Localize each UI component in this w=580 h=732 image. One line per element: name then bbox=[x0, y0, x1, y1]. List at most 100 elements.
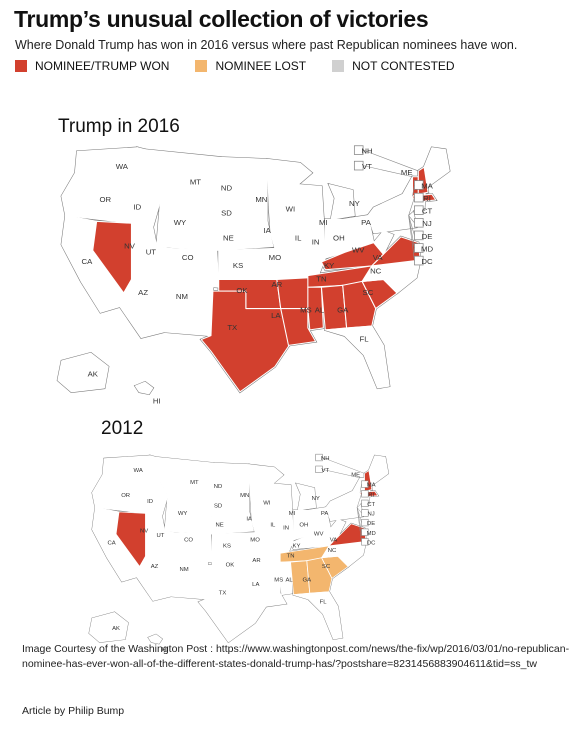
state-label-tx: TX bbox=[227, 323, 237, 332]
small-state-box-vt bbox=[315, 465, 323, 473]
state-mi bbox=[328, 183, 355, 220]
legend-item-won: NOMINEE/TRUMP WON bbox=[15, 59, 169, 73]
state-label-tn: TN bbox=[287, 554, 295, 560]
legend-swatch-won bbox=[15, 60, 27, 72]
map-2012: WA OR CA ID NV MT WY UT AZ ND SD NE CO KS NM OK TX MN IA MO… bbox=[82, 448, 400, 663]
state-label-ks: KS bbox=[223, 543, 231, 549]
legend-swatch-lost bbox=[195, 60, 208, 72]
leader-line bbox=[408, 209, 415, 216]
state-label-ca: CA bbox=[107, 540, 115, 546]
state-label-nv: NV bbox=[124, 241, 136, 250]
us-state-map: WA OR CA ID NV MT WY UT AZ ND SD NE CO KS NM OK TX MN IA MO… bbox=[88, 453, 390, 653]
small-state-box-nh bbox=[315, 453, 323, 462]
leader-line bbox=[412, 184, 415, 197]
state-label-ga: GA bbox=[337, 305, 349, 314]
state-label-ny: NY bbox=[312, 496, 320, 502]
state-la bbox=[280, 308, 317, 346]
state-label-la: LA bbox=[252, 582, 259, 588]
state-label-mi: MI bbox=[319, 218, 328, 227]
state-wa bbox=[102, 455, 152, 483]
state-label-wy: WY bbox=[178, 511, 188, 517]
state-ms bbox=[279, 561, 293, 596]
state-label-nc: NC bbox=[370, 267, 382, 276]
leader-line bbox=[322, 469, 361, 479]
state-label-ne: NE bbox=[215, 523, 223, 529]
state-label-wv: WV bbox=[352, 245, 365, 254]
state-label-sc: SC bbox=[322, 564, 331, 570]
state-mi bbox=[296, 483, 317, 511]
state-label-nv: NV bbox=[140, 529, 148, 535]
leader-line bbox=[356, 493, 362, 508]
leader-line bbox=[408, 215, 415, 236]
state-tx bbox=[198, 564, 268, 643]
state-label-mt: MT bbox=[190, 178, 201, 187]
state-me bbox=[368, 455, 389, 486]
state-me bbox=[423, 147, 450, 187]
state-label-in: IN bbox=[312, 238, 320, 247]
state-label-mn: MN bbox=[240, 493, 249, 499]
state-label-al: AL bbox=[285, 577, 293, 583]
state-label-ak: AK bbox=[112, 626, 120, 632]
state-wv bbox=[373, 230, 394, 255]
state-label-mi: MI bbox=[289, 511, 296, 517]
small-state-box-ri bbox=[414, 192, 424, 203]
legend-label-not-contested: NOT CONTESTED bbox=[352, 59, 455, 73]
state-label-mo: MO bbox=[250, 537, 260, 543]
small-state-label-ct: CT bbox=[367, 502, 375, 508]
state-label-ak: AK bbox=[88, 369, 99, 378]
small-state-label-de: DE bbox=[367, 521, 375, 527]
state-label-nm: NM bbox=[179, 567, 188, 573]
state-label-wv: WV bbox=[314, 532, 324, 538]
leader-line bbox=[362, 149, 419, 172]
small-state-label-ri: RI bbox=[368, 492, 374, 498]
state-label-la: LA bbox=[271, 311, 281, 320]
state-wi bbox=[272, 483, 293, 511]
state-label-in: IN bbox=[283, 526, 289, 532]
byline: Article by Philip Bump bbox=[22, 705, 125, 717]
small-state-label-dc: DC bbox=[421, 257, 433, 266]
state-ne bbox=[210, 509, 254, 535]
legend-swatch-not-contested bbox=[332, 60, 345, 72]
state-label-me: ME bbox=[351, 472, 360, 478]
state-label-tn: TN bbox=[316, 274, 326, 283]
map-2016: WA OR CA ID NV MT WY UT AZ ND SD NE CO KS NM OK TX MN IA MO… bbox=[48, 138, 465, 419]
state-label-or: OR bbox=[121, 493, 130, 499]
state-label-va: VA bbox=[330, 537, 338, 543]
small-state-label-ri: RI bbox=[423, 194, 431, 203]
small-state-label-ma: MA bbox=[421, 181, 433, 190]
state-label-ia: IA bbox=[263, 226, 271, 235]
small-state-box-ct bbox=[414, 205, 424, 215]
map-title-2012: 2012 bbox=[101, 418, 144, 439]
small-state-label-dc: DC bbox=[367, 540, 376, 546]
state-ks bbox=[211, 532, 257, 557]
state-label-il: IL bbox=[270, 523, 276, 529]
state-label-mo: MO bbox=[269, 253, 281, 262]
state-label-ia: IA bbox=[246, 517, 252, 523]
leader-line bbox=[408, 197, 415, 216]
state-label-oh: OH bbox=[333, 234, 345, 243]
state-label-ar: AR bbox=[271, 280, 282, 289]
state-ms bbox=[307, 286, 324, 331]
state-label-or: OR bbox=[100, 195, 112, 204]
state-label-sd: SD bbox=[221, 209, 232, 218]
state-wi bbox=[297, 183, 324, 220]
state-label-tx: TX bbox=[219, 591, 227, 597]
legend-item-not-contested: NOT CONTESTED bbox=[332, 59, 455, 73]
state-label-oh: OH bbox=[299, 523, 308, 529]
state-label-pa: PA bbox=[361, 218, 372, 227]
state-label-fl: FL bbox=[360, 334, 370, 343]
small-state-label-nh: NH bbox=[361, 147, 372, 156]
small-state-label-md: MD bbox=[421, 244, 433, 253]
chart-title: Trump’s unusual collection of victories bbox=[14, 6, 429, 32]
small-state-label-de: DE bbox=[422, 232, 433, 241]
state-label-nd: ND bbox=[214, 484, 223, 490]
state-label-al: AL bbox=[315, 305, 325, 314]
leader-line bbox=[322, 457, 365, 474]
state-label-ut: UT bbox=[156, 533, 164, 539]
state-tx bbox=[200, 290, 291, 393]
state-label-ok: OK bbox=[236, 286, 248, 295]
small-state-label-vt: VT bbox=[362, 162, 372, 171]
credit-url[interactable]: https://www.washingtonpost.com/news/the-… bbox=[22, 643, 570, 670]
state-label-ms: MS bbox=[300, 305, 312, 314]
state-label-nm: NM bbox=[176, 292, 188, 301]
